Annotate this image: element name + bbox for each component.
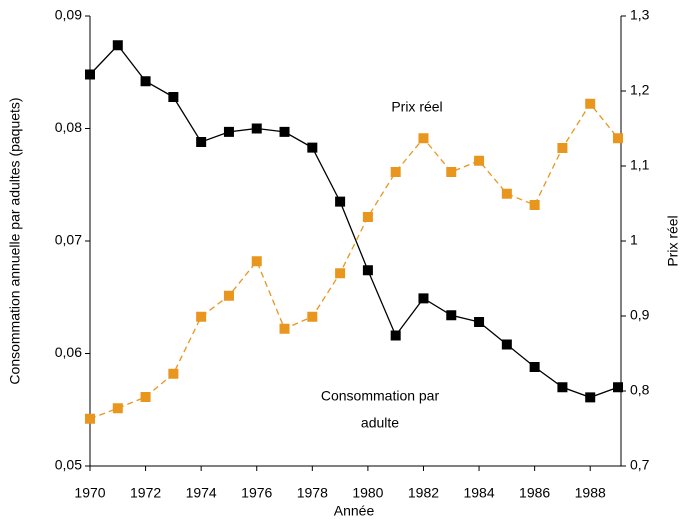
marker (474, 317, 485, 327)
marker (251, 256, 262, 267)
x-tick-label: 1970 (74, 485, 105, 501)
marker (251, 123, 262, 134)
marker (390, 330, 401, 341)
x-tick-label: 1972 (130, 485, 161, 501)
marker (362, 212, 373, 222)
x-tick-label: 1974 (186, 485, 217, 501)
marker (557, 382, 568, 393)
marker (529, 200, 540, 210)
marker (446, 167, 457, 177)
marker (335, 268, 346, 279)
marker (196, 137, 207, 147)
y2-tick-label: 1,2 (630, 82, 650, 98)
y2-tick-label: 0,8 (630, 382, 650, 398)
marker (529, 362, 540, 372)
marker (474, 155, 485, 166)
marker (418, 133, 429, 144)
marker (168, 368, 179, 379)
annotation: Prix réel (391, 99, 442, 115)
y-tick-label: 0,05 (55, 457, 82, 473)
y-tick-label: 0,07 (55, 232, 82, 248)
y2-tick-label: 1,1 (630, 157, 650, 173)
y-axis-title: Consommation annuelle par adultes (paque… (7, 97, 23, 384)
marker (307, 142, 318, 153)
annotation: Consommation par (321, 388, 440, 404)
x-tick-label: 1986 (519, 485, 550, 501)
x-tick-label: 1980 (352, 485, 383, 501)
y2-tick-label: 1,3 (630, 7, 650, 23)
y2-tick-label: 0,9 (630, 307, 650, 323)
x-tick-label: 1976 (241, 485, 272, 501)
annotation: adulte (361, 415, 399, 431)
marker (112, 403, 123, 414)
x-tick-label: 1988 (575, 485, 606, 501)
marker (140, 392, 151, 402)
marker (585, 392, 596, 403)
marker (613, 382, 623, 393)
marker (557, 143, 568, 153)
y2-tick-label: 0,7 (630, 457, 650, 473)
y-tick-label: 0,06 (55, 344, 82, 360)
marker (85, 69, 95, 80)
y2-tick-label: 1 (630, 232, 638, 248)
x-axis-title: Année (334, 503, 375, 519)
marker (501, 188, 512, 199)
marker (140, 76, 151, 87)
marker (279, 126, 290, 137)
y-tick-label: 0,09 (55, 7, 82, 23)
marker (501, 339, 512, 350)
marker (390, 167, 401, 177)
x-tick-label: 1982 (408, 485, 439, 501)
marker (418, 293, 429, 304)
marker (613, 133, 623, 144)
y-tick-label: 0,08 (55, 119, 82, 135)
marker (446, 310, 457, 321)
marker (85, 413, 95, 424)
y2-axis-title: Prix réel (665, 215, 681, 266)
marker (223, 126, 234, 137)
x-tick-label: 1984 (463, 485, 494, 501)
marker (168, 92, 179, 102)
marker (112, 40, 123, 51)
marker (307, 311, 318, 322)
marker (196, 311, 207, 322)
marker (279, 323, 290, 334)
marker (585, 98, 596, 109)
x-tick-label: 1978 (297, 485, 328, 501)
marker (223, 290, 234, 301)
marker (335, 196, 346, 207)
marker (362, 265, 373, 276)
